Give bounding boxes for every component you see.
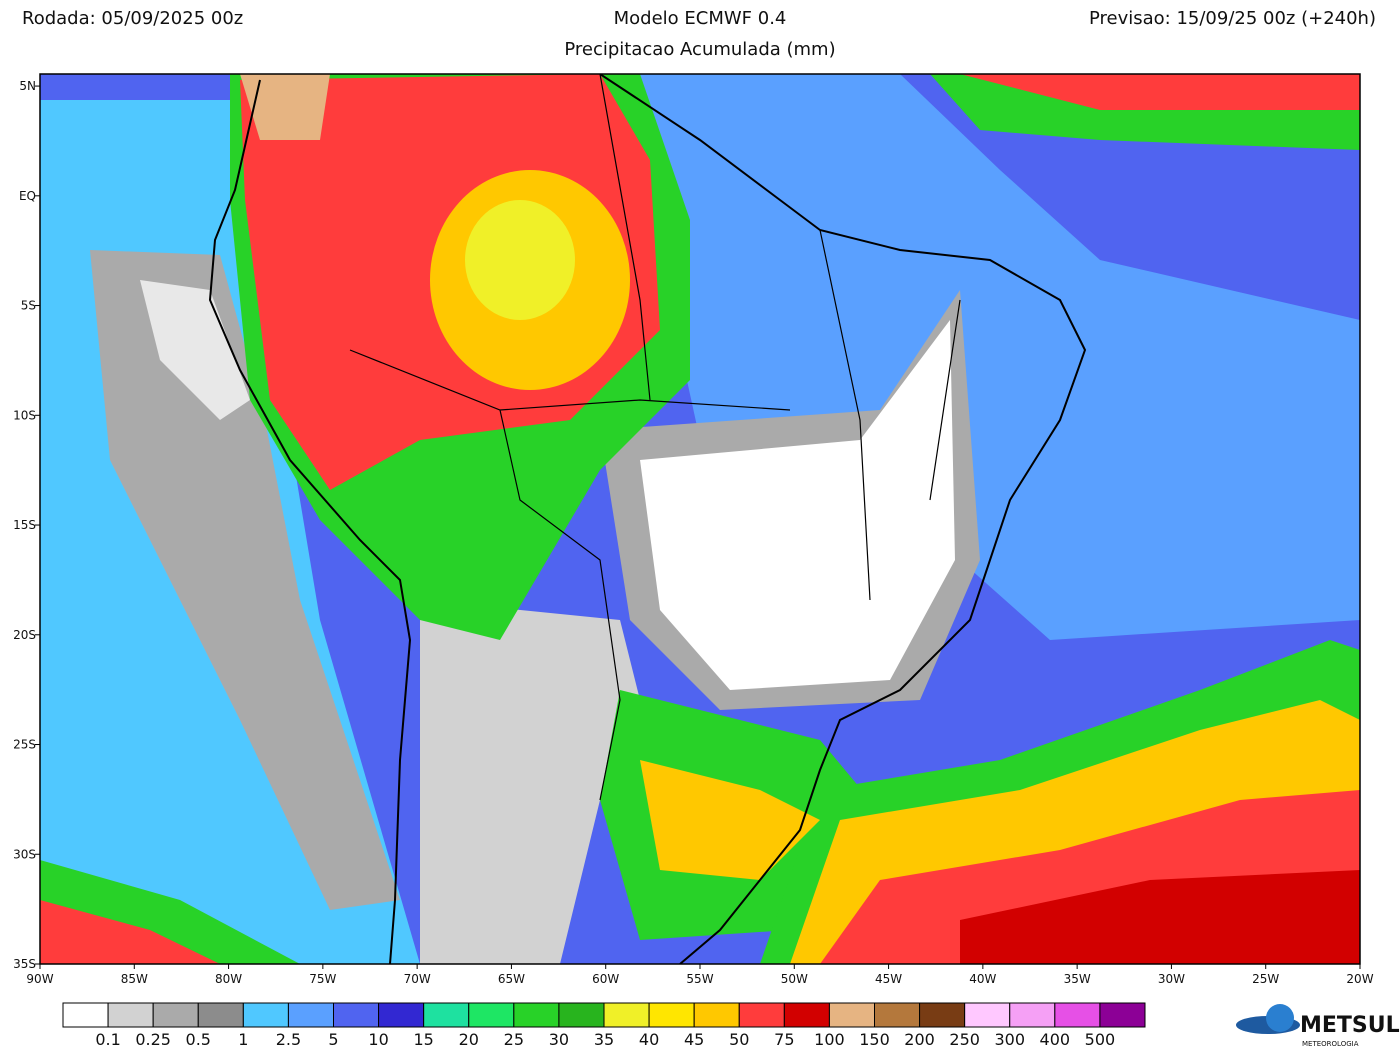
y-tick-label: 15S — [13, 518, 36, 532]
colorbar-label: 200 — [904, 1030, 935, 1049]
model-label: Modelo ECMWF 0.4 — [614, 8, 787, 29]
colorbar-box — [603, 1002, 650, 1028]
colorbar-box — [378, 1002, 425, 1028]
x-tick-label: 75W — [309, 972, 336, 986]
colorbar-box — [242, 1002, 289, 1028]
x-tick-label: 30W — [1158, 972, 1185, 986]
field-red-sw — [40, 900, 220, 964]
colorbar-label: 400 — [1040, 1030, 1071, 1049]
colorbar-label: 250 — [949, 1030, 980, 1049]
colorbar-label: 100 — [814, 1030, 845, 1049]
y-tick-label: 25S — [13, 738, 36, 752]
colorbar-box — [62, 1002, 109, 1028]
colorbar-box — [874, 1002, 921, 1028]
x-tick-label: 90W — [26, 972, 53, 986]
y-tick-label: 30S — [13, 847, 36, 861]
colorbar-label: 50 — [729, 1030, 749, 1049]
colorbar-label: 15 — [413, 1030, 433, 1049]
colorbar-box — [468, 1002, 515, 1028]
field-blue — [620, 74, 1360, 640]
colorbar-label: 10 — [368, 1030, 388, 1049]
x-tick-label: 80W — [215, 972, 242, 986]
y-tick-label: 5N — [19, 79, 36, 93]
x-tick-label: 20W — [1346, 972, 1373, 986]
precip-field — [40, 74, 1360, 964]
colorbar-box — [693, 1002, 740, 1028]
field-dry — [640, 320, 955, 690]
colorbar-label: 30 — [549, 1030, 569, 1049]
colorbar-label: 1 — [238, 1030, 248, 1049]
colorbar-label: 40 — [639, 1030, 659, 1049]
colorbar-label: 75 — [774, 1030, 794, 1049]
colorbar-box — [287, 1002, 334, 1028]
colorbar-box — [152, 1002, 199, 1028]
colorbar-label: 35 — [594, 1030, 614, 1049]
field-gray — [90, 250, 400, 910]
colorbar-box — [919, 1002, 966, 1028]
colorbar-label: 500 — [1085, 1030, 1116, 1049]
field-white — [140, 280, 250, 420]
y-tick-label: 10S — [13, 408, 36, 422]
run-label: Rodada: 05/09/2025 00z — [22, 8, 243, 29]
colorbar-box — [1099, 1002, 1146, 1028]
colorbar-label: 150 — [859, 1030, 890, 1049]
field-darkred-atl — [960, 870, 1360, 964]
y-tick-label: EQ — [19, 189, 36, 203]
colorbar-label: 0.5 — [186, 1030, 211, 1049]
colorbar-box — [828, 1002, 876, 1028]
colorbar-box — [738, 1002, 785, 1028]
colorbar-label: 5 — [328, 1030, 338, 1049]
colorbar-box — [783, 1002, 830, 1028]
field-red-north — [960, 74, 1360, 110]
y-tick-label: 35S — [13, 957, 36, 971]
forecast-label: Previsao: 15/09/25 00z (+240h) — [1089, 8, 1376, 29]
colorbar-box — [1009, 1002, 1056, 1028]
colorbar-label: 0.1 — [95, 1030, 120, 1049]
colorbar-label: 300 — [994, 1030, 1025, 1049]
colorbar-box — [513, 1002, 560, 1028]
logo: METSUL METEOROLOGIA — [1236, 1004, 1400, 1048]
x-tick-label: 55W — [686, 972, 713, 986]
field-yellow — [465, 200, 575, 320]
x-tick-label: 65W — [498, 972, 525, 986]
colorbar-box — [197, 1002, 244, 1028]
colorbar-box — [558, 1002, 605, 1028]
colorbar-box — [1054, 1002, 1101, 1028]
logo-name: METSUL — [1300, 1013, 1400, 1038]
colorbar-box — [964, 1002, 1011, 1028]
colorbar-box — [333, 1002, 380, 1028]
logo-globe — [1266, 1004, 1294, 1032]
x-tick-label: 60W — [592, 972, 619, 986]
field-tan — [240, 74, 330, 140]
logo-tagline: METEOROLOGIA — [1302, 1040, 1359, 1048]
x-tick-label: 45W — [875, 972, 902, 986]
x-tick-label: 50W — [781, 972, 808, 986]
colorbar-label: 25 — [504, 1030, 524, 1049]
x-tick-label: 85W — [121, 972, 148, 986]
colorbar-label: 2.5 — [276, 1030, 301, 1049]
x-tick-label: 35W — [1064, 972, 1091, 986]
x-tick-label: 40W — [969, 972, 996, 986]
colorbar-box — [648, 1002, 695, 1028]
colorbar-label: 45 — [684, 1030, 704, 1049]
subtitle: Precipitacao Acumulada (mm) — [564, 39, 835, 60]
field-lightgray — [420, 600, 640, 964]
colorbar-label: 20 — [459, 1030, 479, 1049]
colorbar-box — [107, 1002, 154, 1028]
borders — [349, 74, 961, 801]
colorbar-label: 0.25 — [135, 1030, 171, 1049]
field-orange-land — [640, 760, 820, 880]
y-tick-label: 20S — [13, 628, 36, 642]
colorbar-box — [423, 1002, 470, 1028]
x-tick-label: 25W — [1252, 972, 1279, 986]
x-tick-label: 70W — [404, 972, 431, 986]
y-tick-label: 5S — [21, 299, 36, 313]
